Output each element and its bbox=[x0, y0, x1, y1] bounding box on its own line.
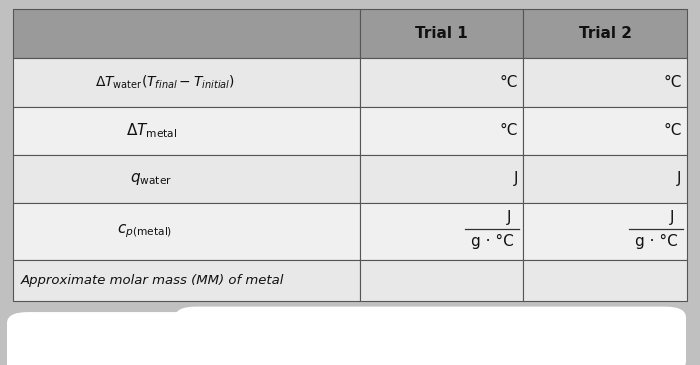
Bar bbox=[13, 203, 360, 260]
Bar bbox=[13, 260, 360, 301]
Text: Trial 2: Trial 2 bbox=[579, 26, 632, 41]
Text: J: J bbox=[506, 210, 511, 225]
Bar bbox=[524, 260, 687, 301]
Bar bbox=[360, 203, 524, 260]
Bar bbox=[13, 155, 360, 203]
Bar bbox=[13, 9, 360, 58]
Text: J: J bbox=[678, 171, 682, 187]
Bar bbox=[360, 107, 524, 155]
Bar bbox=[13, 107, 360, 155]
FancyBboxPatch shape bbox=[7, 312, 441, 365]
Text: Trial 1: Trial 1 bbox=[415, 26, 468, 41]
Text: °C: °C bbox=[499, 75, 518, 90]
Text: °C: °C bbox=[499, 123, 518, 138]
Bar bbox=[360, 260, 524, 301]
Text: $\Delta T_{\rm water}(T_{\mathit{final}}-T_{\mathit{initial}})$: $\Delta T_{\rm water}(T_{\mathit{final}}… bbox=[95, 74, 235, 91]
Text: Approximate molar mass (MM) of metal: Approximate molar mass (MM) of metal bbox=[21, 274, 284, 287]
FancyBboxPatch shape bbox=[175, 307, 686, 365]
Bar bbox=[524, 203, 687, 260]
Bar bbox=[360, 58, 524, 107]
Text: $q_{\rm water}$: $q_{\rm water}$ bbox=[130, 171, 173, 187]
Text: J: J bbox=[513, 171, 518, 187]
Bar bbox=[360, 9, 524, 58]
Bar bbox=[13, 58, 360, 107]
Text: $\Delta T_{\rm metal}$: $\Delta T_{\rm metal}$ bbox=[126, 121, 177, 140]
Text: J: J bbox=[671, 210, 675, 225]
Text: $c_{p{\rm (metal)}}$: $c_{p{\rm (metal)}}$ bbox=[117, 223, 172, 240]
Bar bbox=[524, 155, 687, 203]
Bar bbox=[524, 107, 687, 155]
Text: °C: °C bbox=[664, 75, 682, 90]
Text: g · °C: g · °C bbox=[635, 234, 678, 249]
Bar bbox=[360, 155, 524, 203]
Bar bbox=[524, 9, 687, 58]
Text: g · °C: g · °C bbox=[471, 234, 514, 249]
Bar bbox=[524, 58, 687, 107]
Text: °C: °C bbox=[664, 123, 682, 138]
